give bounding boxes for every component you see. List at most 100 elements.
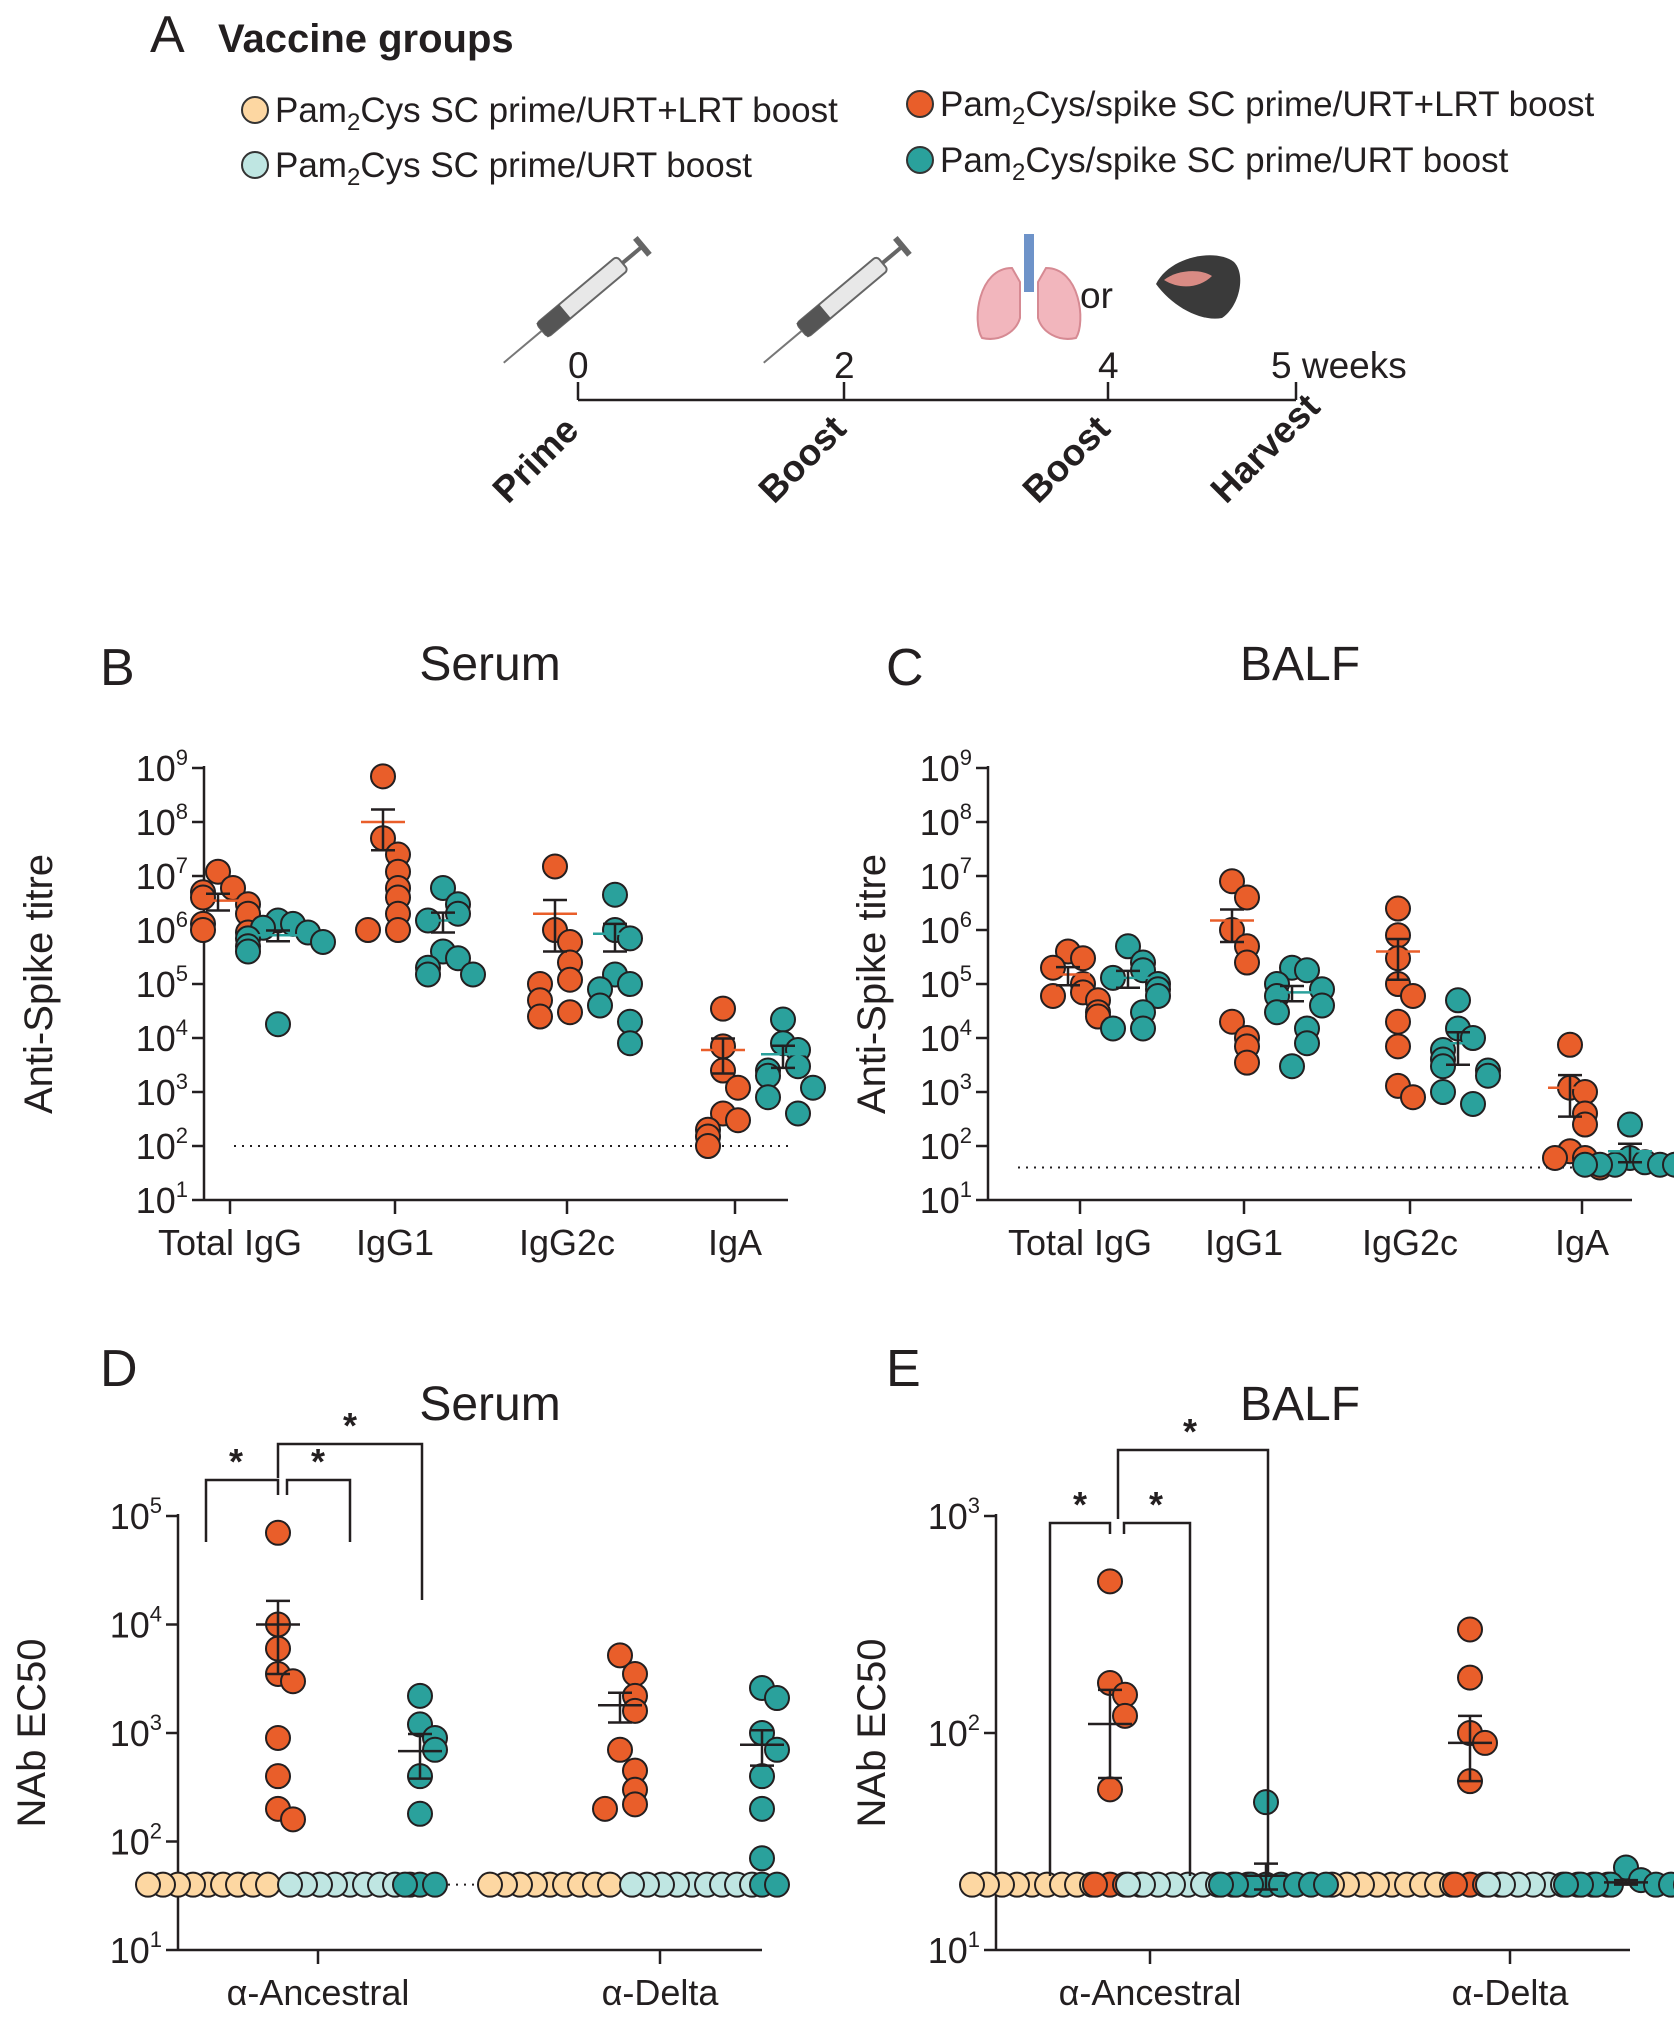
data-point (770, 1006, 796, 1033)
x-tick-label: Total IgG (158, 1222, 302, 1263)
data-point (385, 917, 411, 943)
chart-title: Serum (419, 638, 560, 691)
syringe-needle (763, 329, 803, 364)
y-tick-label: 107 (920, 853, 972, 897)
syringe-plunger-cap (893, 236, 912, 257)
y-tick-base: 10 (928, 1930, 968, 1971)
legend-marker (241, 151, 269, 179)
data-point (607, 1736, 633, 1763)
y-tick-base: 10 (920, 856, 960, 897)
data-point (1040, 982, 1066, 1009)
timeline-tick-label: 0 (568, 345, 589, 386)
data-point (1294, 957, 1320, 984)
data-point (1070, 945, 1096, 972)
data-point (602, 881, 628, 908)
y-tick-base: 10 (136, 856, 176, 897)
y-tick-base: 10 (920, 964, 960, 1005)
data-point (619, 1871, 645, 1898)
legend-label-part: Pam (275, 91, 347, 130)
data-point (1475, 1062, 1501, 1089)
significance-star: * (1183, 1411, 1197, 1452)
mouse-nose (1164, 271, 1212, 287)
data-point (527, 1003, 553, 1030)
y-tick-base: 10 (928, 1713, 968, 1754)
y-tick-base: 10 (136, 1126, 176, 1167)
data-point (1662, 1151, 1674, 1178)
data-point (542, 853, 568, 880)
data-point (1430, 1079, 1456, 1105)
data-point (1309, 992, 1335, 1019)
panel-a-letter: A (150, 6, 185, 64)
data-point (1313, 1871, 1339, 1898)
data-point (1572, 1079, 1598, 1105)
data-point (622, 1791, 648, 1818)
significance-star: * (311, 1441, 325, 1482)
y-tick-label: 101 (920, 1177, 972, 1221)
data-point (749, 1763, 775, 1790)
significance-star: * (229, 1441, 243, 1482)
significance-bracket (285, 1478, 352, 1542)
data-point (764, 1736, 790, 1763)
y-tick-label: 102 (928, 1710, 980, 1754)
lung-right (1037, 266, 1082, 340)
data-point (1385, 1008, 1411, 1035)
data-point (1617, 1111, 1643, 1138)
y-tick-exponent: 2 (150, 1819, 162, 1844)
y-tick-exponent: 2 (968, 1710, 980, 1735)
legend-label-subscript: 2 (347, 164, 360, 191)
chart-title: Serum (419, 1378, 560, 1431)
data-point (355, 917, 381, 943)
lung-left (976, 266, 1021, 340)
x-tick-label: IgA (708, 1222, 762, 1263)
data-point (1115, 1871, 1141, 1898)
y-tick-label: 104 (110, 1602, 162, 1646)
data-point (800, 1074, 826, 1101)
y-tick-base: 10 (136, 748, 176, 789)
y-tick-base: 10 (136, 910, 176, 951)
data-point (1234, 1049, 1260, 1076)
x-tick-label: Total IgG (1008, 1222, 1152, 1263)
significance-bracket (1048, 1521, 1112, 1876)
data-point (1445, 987, 1471, 1014)
y-tick-label: 106 (136, 907, 188, 951)
significance-bracket (204, 1478, 280, 1542)
legend-label-subscript: 2 (1012, 103, 1025, 130)
legend-label: Pam2Cys SC prime/URT+LRT boost (275, 91, 838, 136)
y-tick-label: 109 (920, 745, 972, 789)
x-tick-label: α-Delta (1452, 1972, 1570, 2013)
legend-marker (241, 96, 269, 124)
data-point (407, 1800, 433, 1827)
data-point (265, 1724, 291, 1751)
timeline-event-label: Prime (485, 409, 587, 511)
data-point (1115, 933, 1141, 960)
y-tick-label: 101 (928, 1927, 980, 1971)
data-point (392, 1871, 418, 1898)
data-point (310, 928, 336, 955)
data-point (1253, 1789, 1279, 1816)
data-point (1400, 1084, 1426, 1111)
data-point (1400, 982, 1426, 1009)
y-tick-exponent: 9 (176, 745, 188, 770)
y-tick-exponent: 7 (176, 853, 188, 878)
syringe-icon (503, 236, 652, 364)
y-tick-exponent: 6 (176, 907, 188, 932)
data-point (587, 992, 613, 1019)
y-tick-label: 105 (136, 961, 188, 1005)
mouse-head-icon (1156, 255, 1241, 319)
data-point (1234, 884, 1260, 911)
y-tick-exponent: 2 (176, 1123, 188, 1148)
y-tick-exponent: 3 (150, 1710, 162, 1735)
legend-label-part: Pam (940, 141, 1012, 180)
panel-letter: B (100, 639, 135, 697)
x-tick-label: IgG2c (519, 1222, 615, 1263)
y-tick-label: 107 (136, 853, 188, 897)
data-point (277, 1871, 303, 1898)
y-tick-label: 102 (110, 1819, 162, 1863)
y-tick-exponent: 1 (176, 1177, 188, 1202)
legend-label: Pam2Cys/spike SC prime/URT+LRT boost (940, 85, 1595, 130)
data-point (622, 1697, 648, 1724)
y-tick-label: 105 (920, 961, 972, 1005)
